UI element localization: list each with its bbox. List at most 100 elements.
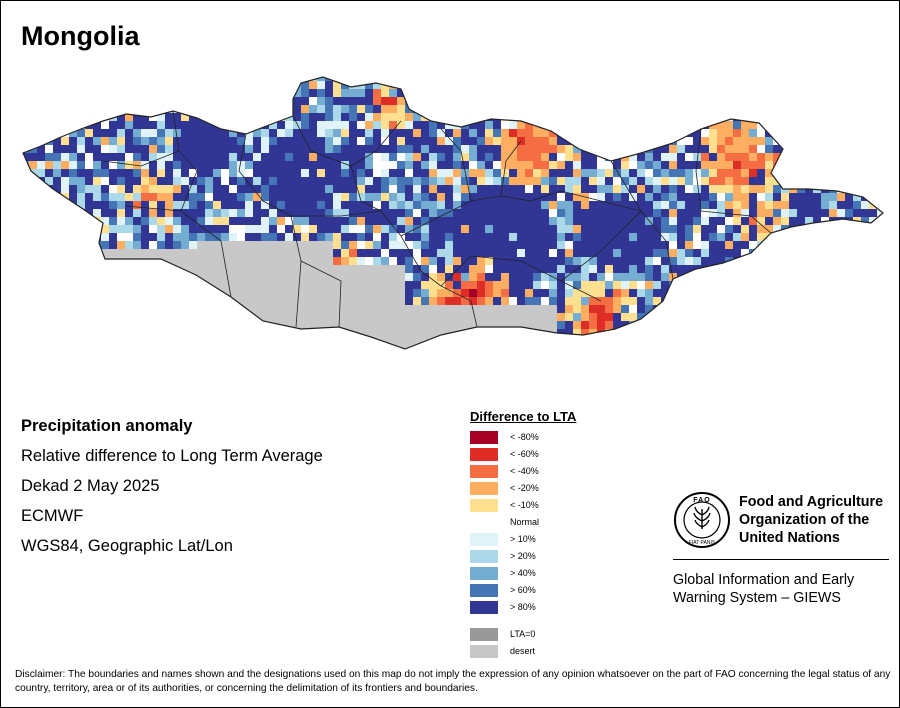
map-cell [205,305,214,314]
map-cell [125,337,134,346]
map-cell [149,137,158,146]
map-cell [749,345,758,349]
map-cell [317,113,326,122]
map-cell [733,273,742,282]
map-cell [565,265,574,274]
map-cell [621,249,630,258]
map-cell [517,113,526,122]
map-cell [413,81,422,90]
map-cell [373,297,382,306]
map-cell [453,241,462,250]
map-cell [23,121,30,130]
map-cell [797,313,806,322]
map-cell [373,329,382,338]
map-cell [557,201,566,210]
map-cell [565,193,574,202]
map-cell [173,193,182,202]
map-cell [133,233,142,242]
map-cell [509,289,518,298]
map-cell [85,337,94,346]
map-cell [765,121,774,130]
map-cell [701,97,710,106]
map-cell [109,137,118,146]
map-cell [533,225,542,234]
map-cell [45,209,54,218]
map-cell [861,217,870,226]
map-cell [93,185,102,194]
map-cell [317,273,326,282]
map-cell [869,153,878,162]
map-cell [93,153,102,162]
map-cell [701,289,710,298]
map-cell [573,233,582,242]
map-cell [437,257,446,266]
map-cell [341,281,350,290]
map-cell [437,249,446,258]
map-cell [797,89,806,98]
map-cell [221,225,230,234]
map-cell [381,153,390,162]
map-cell [629,185,638,194]
map-cell [117,241,126,250]
map-cell [45,281,54,290]
map-cell [501,89,510,98]
map-cell [29,113,38,122]
map-cell [877,129,883,138]
map-cell [197,81,206,90]
map-cell [709,273,718,282]
map-cell [533,185,542,194]
map-cell [325,225,334,234]
map-cell [37,193,46,202]
map-cell [109,273,118,282]
map-cell [109,169,118,178]
map-cell [293,337,302,346]
map-cell [381,233,390,242]
map-cell [45,273,54,282]
map-cell [453,233,462,242]
map-cell [885,281,893,289]
map-cell [117,281,126,290]
legend-label: > 40% [510,568,536,578]
map-cell [645,257,654,266]
map-cell [461,313,470,322]
map-cell [677,337,686,346]
map-cell [29,281,38,290]
map-cell [149,321,158,330]
map-cell [573,249,582,258]
map-cell [397,257,406,266]
map-cell [245,137,254,146]
map-cell [45,145,54,154]
map-title: Mongolia [21,21,140,51]
map-cell [589,89,598,98]
map-cell [613,329,622,338]
map-cell [461,97,470,106]
map-cell [189,249,198,258]
map-cell [693,185,702,194]
map-cell [717,81,726,90]
map-cell [837,145,846,154]
map-cell [117,77,126,82]
map-cell [797,233,806,242]
map-cell [141,281,150,290]
map-cell [333,321,342,330]
map-cell [645,153,654,162]
map-cell [149,265,158,274]
map-cell [109,329,118,338]
map-cell [373,321,382,330]
map-cell [485,193,494,202]
map-cell [61,169,70,178]
map-cell [197,233,206,242]
map-cell [357,313,366,322]
map-cell [701,193,710,202]
map-cell [669,345,678,349]
map-cell [613,297,622,306]
map-cell [493,145,502,154]
map-cell [261,137,270,146]
map-cell [549,265,558,274]
map-cell [685,161,694,170]
map-cell [877,321,883,330]
map-cell [269,241,278,250]
map-cell [101,249,110,258]
map-cell [717,121,726,130]
map-cell [285,217,294,226]
